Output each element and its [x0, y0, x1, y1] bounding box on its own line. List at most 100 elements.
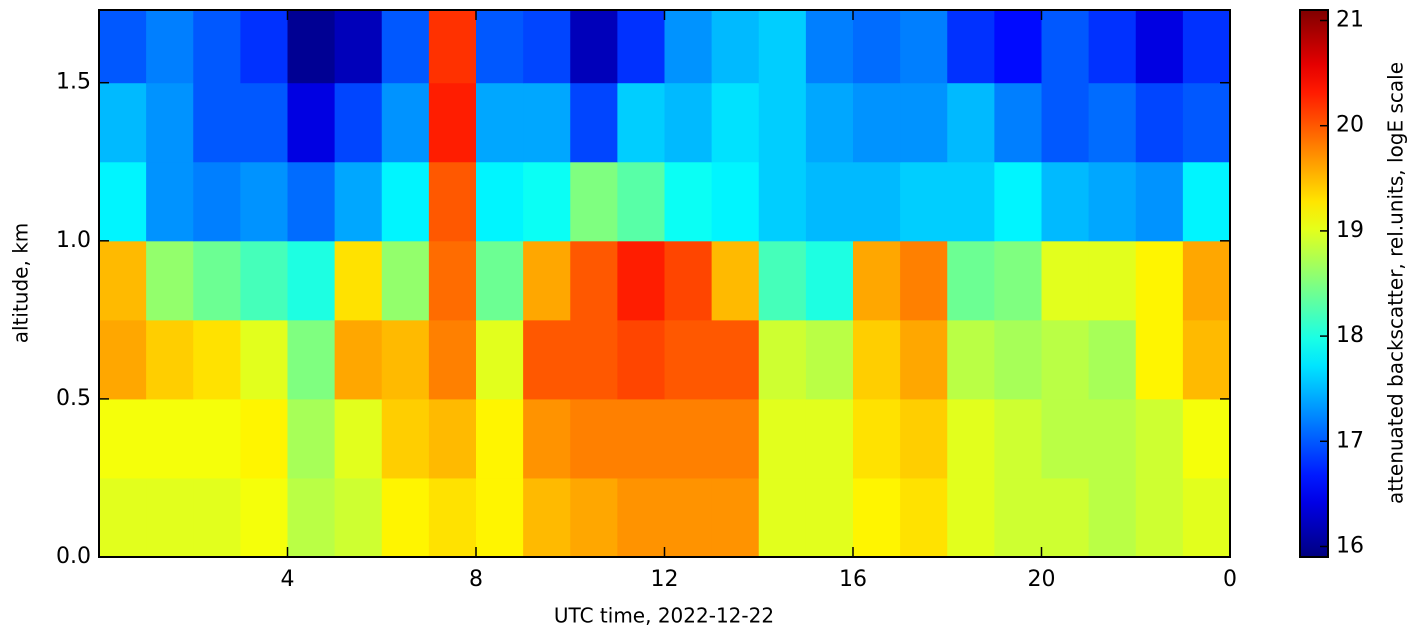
heatmap-cell [146, 240, 194, 321]
y-tick-label: 1.5 [56, 70, 91, 95]
heatmap-cell [664, 82, 713, 163]
heatmap-cell [711, 161, 760, 242]
heatmap-cell [523, 82, 571, 163]
heatmap-cell [428, 161, 477, 242]
heatmap-cell [146, 398, 194, 479]
heatmap-cell [523, 477, 571, 558]
heatmap [99, 10, 1231, 558]
colorbar-tick-label: 20 [1336, 113, 1364, 138]
colorbar-tick-label: 19 [1336, 218, 1364, 243]
heatmap-cell [900, 398, 948, 479]
heatmap-cell [758, 240, 807, 321]
colorbar: 16 17 18 19 20 21 [1299, 8, 1364, 558]
heatmap-cell [476, 319, 524, 400]
heatmap-cell [1135, 240, 1184, 321]
heatmap-cell [853, 240, 901, 321]
heatmap-cell [428, 398, 477, 479]
heatmap-cell [617, 10, 665, 84]
heatmap-cell [994, 82, 1042, 163]
heatmap-cell [617, 319, 665, 400]
heatmap-cell [287, 398, 336, 479]
heatmap-cell [617, 161, 665, 242]
heatmap-cell [758, 10, 807, 84]
heatmap-cell [193, 10, 241, 84]
heatmap-cell [523, 319, 571, 400]
heatmap-cell [240, 398, 288, 479]
heatmap-cell [711, 319, 760, 400]
heatmap-cell [1088, 82, 1137, 163]
heatmap-cell [853, 10, 901, 84]
heatmap-cell [1182, 82, 1231, 163]
heatmap-cell [853, 398, 901, 479]
heatmap-cell [617, 477, 665, 558]
x-tick-label: 20 [1028, 567, 1056, 592]
heatmap-cell [428, 10, 477, 84]
heatmap-cell [381, 398, 430, 479]
heatmap-cell [1088, 477, 1137, 558]
heatmap-cell [853, 161, 901, 242]
y-axis-label: altitude, km [9, 223, 33, 344]
heatmap-cell [1041, 477, 1090, 558]
heatmap-cell [900, 240, 948, 321]
heatmap-cell [900, 477, 948, 558]
heatmap-cell [381, 319, 430, 400]
heatmap-cell [1088, 319, 1137, 400]
heatmap-cell [287, 477, 336, 558]
heatmap-cell [240, 477, 288, 558]
heatmap-cell [900, 319, 948, 400]
heatmap-cell [146, 82, 194, 163]
heatmap-cell [805, 477, 854, 558]
colorbar-tick-label: 18 [1336, 323, 1364, 348]
x-tick-label: 0 [1223, 567, 1237, 592]
heatmap-cell [711, 240, 760, 321]
heatmap-cell [287, 82, 336, 163]
heatmap-cell [523, 240, 571, 321]
heatmap-cell [381, 161, 430, 242]
heatmap-cell [994, 161, 1042, 242]
heatmap-cell [193, 398, 241, 479]
heatmap-cell [240, 10, 288, 84]
heatmap-cell [758, 398, 807, 479]
heatmap-cell [1088, 161, 1137, 242]
heatmap-cell [334, 319, 383, 400]
heatmap-cell [1135, 319, 1184, 400]
heatmap-cell [900, 10, 948, 84]
heatmap-cell [146, 477, 194, 558]
y-tick-label: 0.5 [56, 386, 91, 411]
heatmap-cell [805, 398, 854, 479]
heatmap-cell [334, 240, 383, 321]
heatmap-cell [240, 240, 288, 321]
heatmap-cell [1182, 319, 1231, 400]
heatmap-cell [570, 319, 618, 400]
heatmap-cell [617, 240, 665, 321]
heatmap-cell [334, 161, 383, 242]
heatmap-cell [1041, 240, 1090, 321]
heatmap-cell [1182, 161, 1231, 242]
x-axis-label: UTC time, 2022-12-22 [554, 604, 774, 628]
heatmap-cell [994, 477, 1042, 558]
heatmap-cell [476, 240, 524, 321]
heatmap-cell [476, 477, 524, 558]
heatmap-cell [711, 477, 760, 558]
heatmap-cell [99, 82, 147, 163]
heatmap-cell [1182, 10, 1231, 84]
heatmap-cell [947, 398, 995, 479]
heatmap-cell [805, 161, 854, 242]
heatmap-cell [711, 10, 760, 84]
heatmap-cell [805, 319, 854, 400]
heatmap-cell [476, 398, 524, 479]
y-tick-label: 1.0 [56, 228, 91, 253]
heatmap-cell [1135, 10, 1184, 84]
heatmap-cell [428, 82, 477, 163]
colorbar-label: attenuated backscatter, rel.units, logE … [1384, 62, 1408, 504]
heatmap-cell [334, 82, 383, 163]
heatmap-cell [193, 477, 241, 558]
heatmap-cell [994, 319, 1042, 400]
heatmap-cell [664, 319, 713, 400]
heatmap-cell [146, 10, 194, 84]
heatmap-cell [947, 10, 995, 84]
heatmap-cell [805, 240, 854, 321]
heatmap-cell [287, 319, 336, 400]
heatmap-cell [381, 82, 430, 163]
heatmap-cell [1041, 82, 1090, 163]
